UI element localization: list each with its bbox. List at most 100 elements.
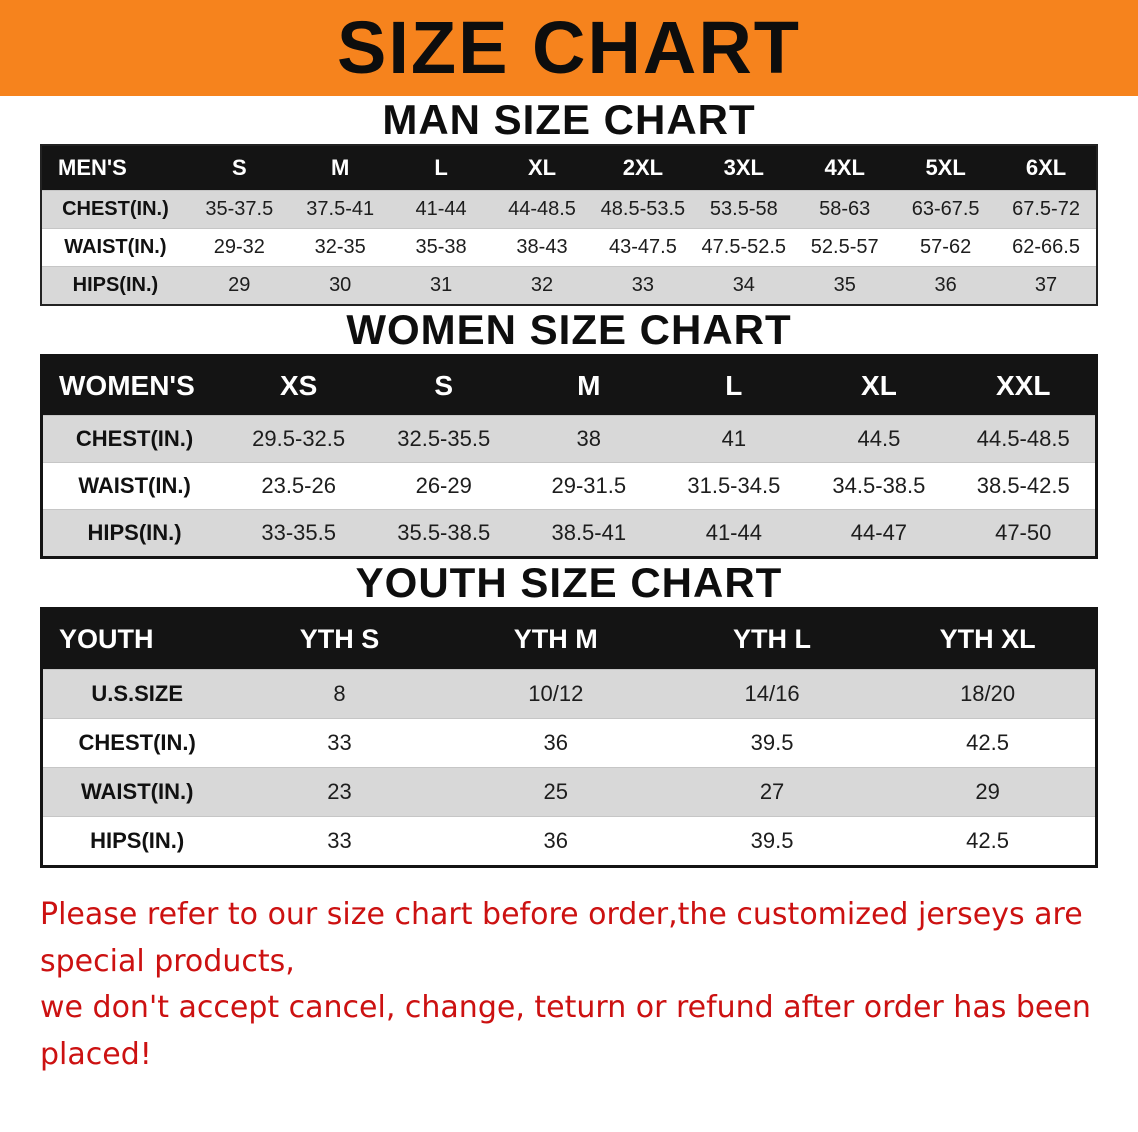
- size-value-cell: 62-66.5: [1012, 236, 1080, 258]
- size-column-header: YTH S: [299, 624, 380, 654]
- size-value-cell: 36: [543, 730, 569, 755]
- table-row: CHEST(IN.) 35-37.5 37.5-41 41-44 44-48.5 48.5…: [41, 190, 1097, 229]
- size-value-cell: 57-62: [920, 236, 972, 258]
- size-column-header: XL: [527, 155, 557, 180]
- youth-section-heading: YOUTH SIZE CHART: [355, 559, 783, 606]
- size-value-cell: 31: [429, 274, 453, 296]
- size-value-cell: 38.5-42.5: [976, 473, 1070, 498]
- table-row: HIPS(IN.) 33 36 39.5 42.5: [41, 816, 1097, 867]
- size-value-cell: 34: [732, 274, 755, 296]
- size-column-header: 2XL: [622, 155, 664, 180]
- youth-size-chart-section: YOUTH SIZE CHART YOUTH YTH S YTH M YTH L YTH…: [0, 559, 1138, 868]
- table-title-cell: MEN'S: [58, 155, 127, 180]
- size-value-cell: 33: [631, 274, 655, 296]
- size-value-cell: 41-44: [415, 198, 467, 220]
- measurement-row-label: WAIST(IN.): [64, 236, 167, 258]
- table-header-row: YOUTH YTH S YTH M YTH L YTH XL: [41, 608, 1097, 670]
- disclaimer-line-1: Please refer to our size chart before or…: [40, 897, 1083, 979]
- size-value-cell: 39.5: [750, 730, 794, 755]
- size-column-header: S: [231, 155, 247, 180]
- size-value-cell: 35: [833, 274, 856, 296]
- measurement-row-label: WAIST(IN.): [80, 779, 194, 804]
- size-column-header: XXL: [995, 370, 1051, 401]
- size-value-cell: 37.5-41: [306, 198, 375, 220]
- size-value-cell: 32-35: [314, 236, 366, 258]
- size-column-header: YTH XL: [939, 624, 1036, 654]
- size-column-header: 4XL: [824, 155, 865, 180]
- size-value-cell: 35-38: [415, 236, 467, 258]
- size-column-header: M: [577, 370, 601, 401]
- size-column-header: YTH M: [513, 624, 598, 654]
- size-value-cell: 41: [721, 426, 747, 451]
- measurement-row-label: WAIST(IN.): [78, 473, 191, 498]
- table-row: U.S.SIZE 8 10/12 14/16 18/20: [41, 669, 1097, 719]
- size-value-cell: 38: [576, 426, 602, 451]
- size-value-cell: 27: [759, 779, 785, 804]
- table-title-cell: WOMEN'S: [59, 370, 195, 401]
- size-column-header: XS: [279, 370, 318, 401]
- size-value-cell: 53.5-58: [709, 198, 778, 220]
- size-value-cell: 36: [934, 274, 957, 296]
- size-value-cell: 47.5-52.5: [701, 236, 787, 258]
- measurement-row-label: HIPS(IN.): [90, 828, 185, 853]
- size-value-cell: 8: [333, 681, 346, 706]
- size-value-cell: 14/16: [744, 681, 800, 706]
- size-column-header: M: [331, 155, 350, 180]
- table-header-row: WOMEN'S XS S M L XL XXL: [41, 355, 1097, 416]
- size-value-cell: 35-37.5: [205, 198, 274, 220]
- size-value-cell: 29-31.5: [551, 473, 627, 498]
- size-value-cell: 29-32: [213, 236, 265, 258]
- table-header-row: MEN'S S M L XL 2XL 3XL 4XL 5XL 6XL: [41, 145, 1097, 191]
- measurement-row-label: CHEST(IN.): [75, 426, 194, 451]
- size-column-header: 6XL: [1025, 155, 1067, 180]
- size-value-cell: 23: [327, 779, 352, 804]
- size-column-header: L: [434, 155, 448, 180]
- size-value-cell: 30: [329, 274, 352, 296]
- table-row: WAIST(IN.) 23 25 27 29: [41, 767, 1097, 817]
- size-column-header: YTH L: [733, 624, 812, 654]
- size-value-cell: 63-67.5: [911, 198, 980, 220]
- table-row: CHEST(IN.) 29.5-32.5 32.5-35.5 38 41 44.5 44.5…: [41, 415, 1097, 463]
- size-column-header: L: [725, 370, 743, 401]
- size-value-cell: 38.5-41: [551, 520, 627, 545]
- size-value-cell: 35.5-38.5: [397, 520, 491, 545]
- size-value-cell: 23.5-26: [261, 473, 336, 498]
- measurement-row-label: HIPS(IN.): [87, 520, 182, 545]
- men-size-chart-section: MAN SIZE CHART MEN'S S M L XL 2XL 3XL 4XL 5XL 6XL…: [0, 96, 1138, 306]
- size-value-cell: 42.5: [966, 730, 1009, 755]
- size-value-cell: 29: [975, 779, 1000, 804]
- size-value-cell: 44-47: [850, 520, 908, 545]
- size-value-cell: 10/12: [528, 681, 584, 706]
- women-size-table: WOMEN'S XS S M L XL XXL CHEST(IN.) 29.5-32.5 32.5…: [40, 354, 1098, 559]
- size-value-cell: 58-63: [819, 198, 871, 220]
- size-value-cell: 44-48.5: [508, 198, 576, 220]
- measurement-row-label: U.S.SIZE: [91, 681, 184, 706]
- page-title: SIZE CHART: [337, 6, 801, 89]
- measurement-row-label: HIPS(IN.): [72, 274, 159, 296]
- size-value-cell: 29: [228, 274, 251, 296]
- size-value-cell: 67.5-72: [1012, 198, 1080, 220]
- table-title-cell: YOUTH: [59, 624, 154, 654]
- size-chart-banner: SIZE CHART: [0, 0, 1138, 96]
- size-value-cell: 26-29: [415, 473, 472, 498]
- size-value-cell: 38-43: [516, 236, 568, 258]
- size-column-header: XL: [861, 370, 897, 401]
- size-value-cell: 33: [327, 730, 352, 755]
- disclaimer-line-2: we don't accept cancel, change, teturn o…: [40, 990, 1091, 1072]
- size-value-cell: 43-47.5: [608, 236, 677, 258]
- table-row: HIPS(IN.) 29 30 31 32 33 34 35 36 37: [41, 266, 1097, 305]
- size-value-cell: 25: [543, 779, 569, 804]
- table-row: WAIST(IN.) 23.5-26 26-29 29-31.5 31.5-34.5 34…: [41, 462, 1097, 510]
- disclaimer-text: Please refer to our size chart before or…: [40, 892, 1098, 1078]
- size-value-cell: 42.5: [966, 828, 1009, 853]
- size-value-cell: 33-35.5: [261, 520, 336, 545]
- size-value-cell: 32.5-35.5: [397, 426, 491, 451]
- youth-size-table: YOUTH YTH S YTH M YTH L YTH XL U.S.SIZE 8 10/12…: [40, 607, 1098, 868]
- size-value-cell: 48.5-53.5: [600, 198, 686, 220]
- size-value-cell: 33: [327, 828, 352, 853]
- size-value-cell: 44.5-48.5: [976, 426, 1070, 451]
- size-value-cell: 18/20: [960, 681, 1016, 706]
- size-value-cell: 29.5-32.5: [252, 426, 346, 451]
- size-value-cell: 44.5: [857, 426, 901, 451]
- size-column-header: 3XL: [723, 155, 764, 180]
